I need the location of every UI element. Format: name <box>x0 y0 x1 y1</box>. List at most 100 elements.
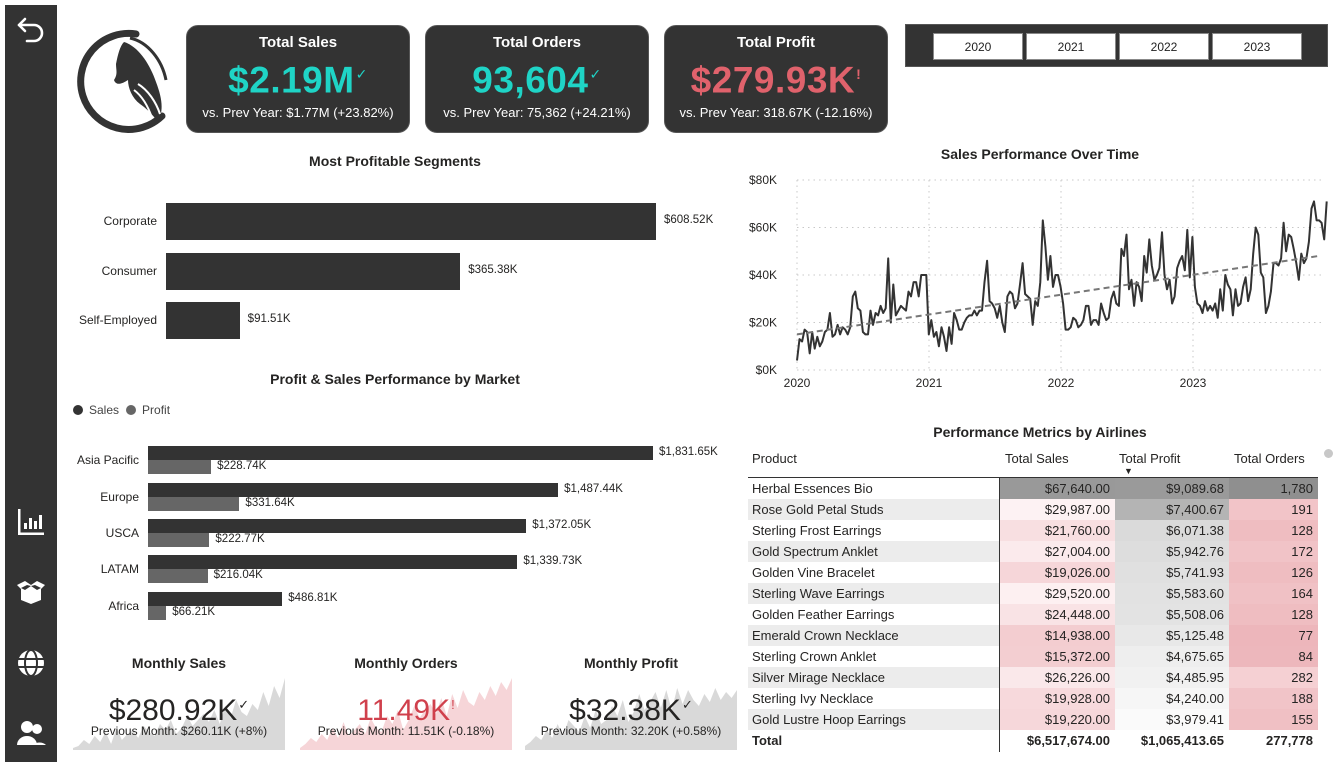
segment-data-label: $608.52K <box>664 214 714 226</box>
x-tick-label: 2021 <box>916 376 943 390</box>
year-button-2022[interactable]: 2022 <box>1119 33 1209 60</box>
sales-line-series[interactable] <box>796 200 1328 361</box>
sparkline-fill <box>300 678 512 750</box>
cell-total-profit: $5,125.48 <box>1115 625 1229 646</box>
market-bar-sales[interactable] <box>148 592 283 606</box>
monthly-kpi-title: Monthly Orders <box>354 655 458 671</box>
table-body: Herbal Essences Bio $67,640.00 $9,089.68 1,… <box>748 478 1318 730</box>
table-row[interactable]: Sterling Wave Earrings $29,520.00 $5,583.6… <box>748 583 1318 604</box>
cell-total-orders: 77 <box>1229 625 1318 646</box>
cell-product: Golden Feather Earrings <box>748 604 999 625</box>
y-tick-label: $40K <box>749 268 777 282</box>
kpi-card-total-profit: Total Profit $279.93K! vs. Prev Year: 31… <box>664 25 888 133</box>
cell-total-sales: $27,004.00 <box>999 541 1115 562</box>
cell-total-profit: $5,508.06 <box>1115 604 1229 625</box>
segment-bar[interactable] <box>166 203 656 240</box>
market-bar-sales[interactable] <box>148 555 518 569</box>
back-button[interactable] <box>13 11 49 47</box>
y-tick-label: $80K <box>749 173 777 187</box>
brand-logo <box>66 24 178 136</box>
market-bar-profit[interactable] <box>148 460 212 474</box>
segment-bar[interactable] <box>166 302 240 339</box>
table-row[interactable]: Silver Mirage Necklace $26,226.00 $4,485.9… <box>748 667 1318 688</box>
y-tick-label: $20K <box>749 316 777 330</box>
year-button-2021[interactable]: 2021 <box>1026 33 1116 60</box>
performance-table: Product Total Sales Total Profit ▼ Total… <box>748 447 1318 752</box>
table-row[interactable]: Sterling Ivy Necklace $19,928.00 $4,240.00… <box>748 688 1318 709</box>
cell-total-sales: $21,760.00 <box>999 520 1115 541</box>
cell-total-profit: $5,583.60 <box>1115 583 1229 604</box>
segment-axis-label: Self-Employed <box>78 313 157 327</box>
monthly-kpi-value: 11.49K! <box>300 688 512 728</box>
market-axis-label: Africa <box>108 599 139 613</box>
table-row[interactable]: Rose Gold Petal Studs $29,987.00 $7,400.67… <box>748 499 1318 520</box>
back-arrow-icon <box>17 17 44 43</box>
nav-customers-button[interactable] <box>13 715 49 751</box>
cell-total-profit: $4,675.65 <box>1115 646 1229 667</box>
table-row[interactable]: Golden Vine Bracelet $19,026.00 $5,741.93 1… <box>748 562 1318 583</box>
cell-product: Sterling Wave Earrings <box>748 583 999 604</box>
cell-total-sales: $26,226.00 <box>999 667 1115 688</box>
table-row[interactable]: Sterling Crown Anklet $15,372.00 $4,675.65… <box>748 646 1318 667</box>
nav-overview-button[interactable] <box>13 504 49 540</box>
cell-total-sales: $29,520.00 <box>999 583 1115 604</box>
table-scrollbar-handle[interactable] <box>1324 449 1333 458</box>
nav-markets-button[interactable] <box>13 645 49 681</box>
table-row[interactable]: Gold Spectrum Anklet $27,004.00 $5,942.76 1… <box>748 541 1318 562</box>
market-data-label-profit: $66.21K <box>172 606 216 618</box>
monthly-kpi-comparison: Previous Month: 32.20K (+0.58%) <box>540 724 722 738</box>
cell-product: Sterling Frost Earrings <box>748 520 999 541</box>
sparkline-area <box>73 678 285 750</box>
column-header-product[interactable]: Product <box>752 451 797 466</box>
warning-icon: ! <box>856 66 862 82</box>
monthly-kpi-comparison: Previous Month: $260.11K (+8%) <box>90 724 268 738</box>
column-header-total-sales[interactable]: Total Sales <box>1005 451 1069 466</box>
cell-total-orders: 188 <box>1229 688 1318 709</box>
cell-total-sales: $19,026.00 <box>999 562 1115 583</box>
bar-chart-icon <box>18 509 44 535</box>
column-header-total-profit[interactable]: Total Profit <box>1119 451 1181 466</box>
market-bar-sales[interactable] <box>148 519 527 533</box>
cell-product: Herbal Essences Bio <box>748 478 999 499</box>
cell-total-orders: 128 <box>1229 604 1318 625</box>
year-slicer: 2020 2021 2022 2023 <box>905 24 1328 67</box>
legend-swatch-sales <box>73 405 83 415</box>
table-row[interactable]: Golden Feather Earrings $24,448.00 $5,508.… <box>748 604 1318 625</box>
monthly-kpi-sales: Monthly Sales $280.92K✓ Previous Month: … <box>73 650 285 750</box>
table-row[interactable]: Emerald Crown Necklace $14,938.00 $5,125.4… <box>748 625 1318 646</box>
legend-label-sales[interactable]: Sales <box>89 403 120 417</box>
market-data-label-profit: $228.74K <box>217 460 267 472</box>
market-bar-profit[interactable] <box>148 533 210 547</box>
cell-total-orders: 1,780 <box>1229 478 1318 499</box>
nav-products-button[interactable] <box>13 574 49 610</box>
segment-bar[interactable] <box>166 253 461 290</box>
table-row[interactable]: Sterling Frost Earrings $21,760.00 $6,071.… <box>748 520 1318 541</box>
market-bar-profit[interactable] <box>148 606 167 620</box>
year-button-2023[interactable]: 2023 <box>1212 33 1302 60</box>
market-bar-sales[interactable] <box>148 446 653 460</box>
table-row[interactable]: Gold Lustre Hoop Earrings $19,220.00 $3,97… <box>748 709 1318 730</box>
cell-total-sales: $15,372.00 <box>999 646 1115 667</box>
cell-product: Golden Vine Bracelet <box>748 562 999 583</box>
x-tick-label: 2020 <box>784 376 811 390</box>
cell-total-orders: 128 <box>1229 520 1318 541</box>
total-label: Total <box>752 733 783 748</box>
market-bar-profit[interactable] <box>148 497 240 511</box>
monthly-kpi-title: Monthly Sales <box>131 655 227 671</box>
cell-total-sales: $24,448.00 <box>999 604 1115 625</box>
market-data-label-profit: $216.04K <box>213 569 263 581</box>
monthly-kpi-title: Monthly Profit <box>583 655 679 671</box>
monthly-kpi-orders: Monthly Orders 11.49K! Previous Month: 1… <box>300 650 512 750</box>
market-bar-sales[interactable] <box>148 483 559 497</box>
market-bar-profit[interactable] <box>148 569 208 583</box>
segment-axis-label: Consumer <box>101 264 157 278</box>
globe-icon <box>18 649 44 677</box>
monthly-kpi-comparison: Previous Month: 11.51K (-0.18%) <box>317 724 495 738</box>
year-button-2020[interactable]: 2020 <box>933 33 1023 60</box>
column-header-total-orders[interactable]: Total Orders <box>1234 451 1305 466</box>
cell-total-profit: $4,485.95 <box>1115 667 1229 688</box>
table-row[interactable]: Herbal Essences Bio $67,640.00 $9,089.68 1,… <box>748 478 1318 499</box>
legend-label-profit[interactable]: Profit <box>142 403 171 417</box>
warning-icon: ! <box>451 697 455 712</box>
cell-total-sales: $19,220.00 <box>999 709 1115 730</box>
